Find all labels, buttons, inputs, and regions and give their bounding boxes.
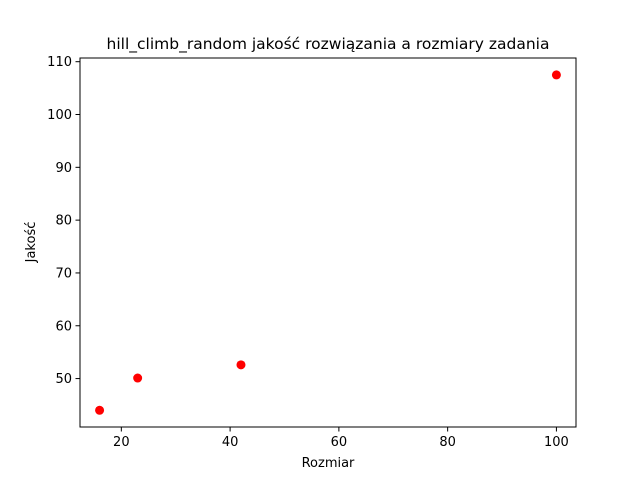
data-points bbox=[95, 70, 561, 415]
x-axis-ticks: 20 40 60 80 100 bbox=[113, 427, 569, 450]
data-point bbox=[133, 373, 143, 383]
data-point bbox=[95, 405, 105, 415]
y-tick-label: 80 bbox=[55, 214, 72, 229]
y-tick-label: 100 bbox=[47, 108, 72, 123]
y-axis-ticks: 50 60 70 80 90 100 110 bbox=[47, 55, 80, 387]
x-tick-label: 100 bbox=[544, 435, 569, 450]
chart-title: hill_climb_random jakość rozwiązania a r… bbox=[107, 35, 550, 54]
y-tick-label: 90 bbox=[55, 161, 72, 176]
x-tick-label: 20 bbox=[113, 435, 130, 450]
y-tick-label: 60 bbox=[55, 319, 72, 334]
y-tick-label: 70 bbox=[55, 266, 72, 281]
x-tick-label: 60 bbox=[331, 435, 348, 450]
x-tick-label: 80 bbox=[439, 435, 456, 450]
y-tick-label: 50 bbox=[55, 372, 72, 387]
plot-frame bbox=[79, 57, 577, 428]
y-tick-label: 110 bbox=[47, 55, 72, 70]
data-point bbox=[551, 70, 561, 80]
x-axis-label: Rozmiar bbox=[302, 456, 355, 471]
data-point bbox=[236, 360, 246, 370]
x-tick-label: 40 bbox=[222, 435, 239, 450]
y-axis-label: Jakość bbox=[24, 222, 39, 264]
plot-area bbox=[79, 57, 577, 428]
